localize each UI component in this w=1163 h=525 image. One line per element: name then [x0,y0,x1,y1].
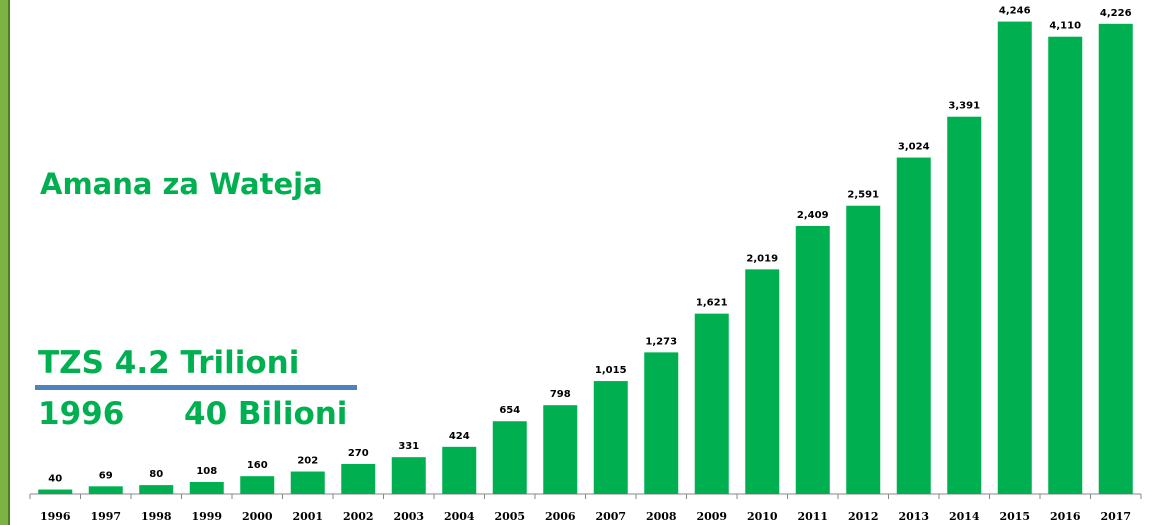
bar [997,21,1032,494]
bar [795,225,830,494]
data-label: 4,226 [1100,8,1132,19]
data-label: 4,246 [999,6,1031,17]
x-tick-label: 2000 [242,510,273,523]
data-label: 1,273 [645,336,677,347]
x-tick-label: 2014 [949,510,980,523]
x-tick-label: 2016 [1050,510,1081,523]
bar [290,471,325,494]
x-tick-label: 2009 [696,510,727,523]
x-tick-label: 2008 [646,510,677,523]
bar [593,381,628,494]
x-tick-label: 2015 [999,510,1030,523]
annotation: 1996 [38,396,124,432]
bar [1048,36,1083,494]
x-tick-label: 2013 [898,510,929,523]
data-label: 1,621 [696,298,728,309]
divider [35,385,357,390]
data-label: 331 [398,441,419,452]
bar [240,476,275,494]
data-label: 2,409 [797,210,829,221]
data-label: 108 [196,466,217,477]
x-tick-label: 2010 [747,510,778,523]
x-tick-label: 2003 [393,510,424,523]
bar [189,481,224,494]
x-tick-label: 1998 [141,510,172,523]
x-tick-label: 1999 [191,510,222,523]
data-label: 2,591 [847,190,879,201]
data-label: 160 [247,460,268,471]
bar [694,313,729,494]
bar [139,485,174,494]
data-label: 80 [149,469,163,480]
x-tick-label: 1996 [40,510,71,523]
bar [442,446,477,494]
bar [644,352,679,494]
x-tick-label: 2011 [797,510,828,523]
x-tick-label: 1997 [90,510,121,523]
x-tick-label: 2002 [343,510,374,523]
data-label: 3,024 [898,142,930,153]
bar [391,457,426,494]
data-label: 654 [499,405,520,416]
annotation: Amana za Wateja [40,167,323,201]
bar [88,486,123,494]
bar [896,157,931,494]
bar [38,489,73,494]
bar [341,463,376,494]
data-label: 40 [48,474,62,485]
data-label: 3,391 [948,101,980,112]
x-tick-label: 2004 [444,510,475,523]
x-tick-label: 2005 [494,510,525,523]
bar [492,421,527,494]
x-tick-label: 2017 [1100,510,1131,523]
x-tick-label: 2007 [595,510,626,523]
data-label: 798 [550,389,571,400]
x-tick-label: 2001 [292,510,323,523]
data-label: 2,019 [746,253,778,264]
annotation: TZS 4.2 Trilioni [38,345,299,381]
left-strip-edge [8,0,10,525]
data-label: 69 [99,470,113,481]
bar [947,116,982,494]
data-label: 1,015 [595,365,627,376]
x-tick-label: 2012 [848,510,879,523]
x-tick-label: 2006 [545,510,576,523]
data-label: 202 [297,456,318,467]
data-label: 424 [449,431,470,442]
bar [846,205,881,494]
bar [543,405,578,494]
data-label: 4,110 [1049,21,1081,32]
bar [1098,23,1133,495]
data-label: 270 [348,448,369,459]
left-strip [0,0,8,525]
bar [745,269,780,494]
annotation: 40 Bilioni [184,396,347,432]
